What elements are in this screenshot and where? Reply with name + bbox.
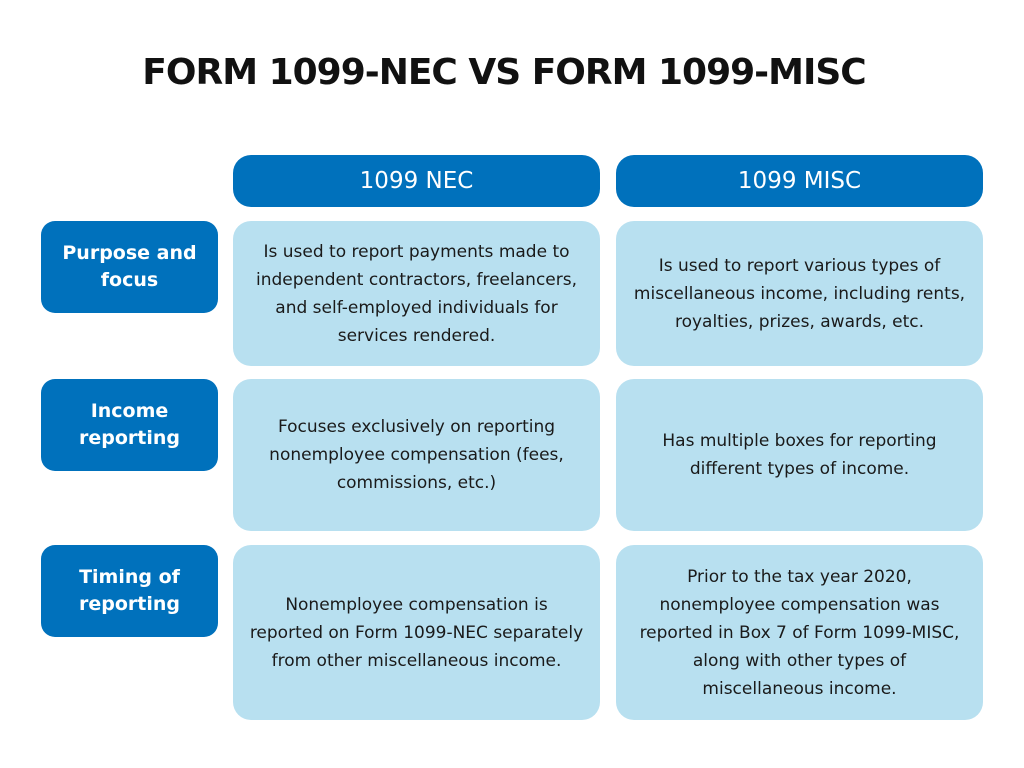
cell-nec-purpose: Is used to report payments made to indep…	[233, 221, 600, 366]
row-label-income-reporting: Income reporting	[41, 379, 218, 471]
cell-misc-timing: Prior to the tax year 2020, nonemployee …	[616, 545, 983, 720]
column-header-1099-misc: 1099 MISC	[616, 155, 983, 207]
page-title: FORM 1099-NEC VS FORM 1099-MISC	[142, 52, 866, 93]
row-label-timing-of-reporting: Timing of reporting	[41, 545, 218, 637]
cell-nec-income-reporting: Focuses exclusively on reporting nonempl…	[233, 379, 600, 531]
column-header-1099-nec: 1099 NEC	[233, 155, 600, 207]
cell-nec-timing: Nonemployee compensation is reported on …	[233, 545, 600, 720]
cell-misc-purpose: Is used to report various types of misce…	[616, 221, 983, 366]
row-label-purpose-and-focus: Purpose and focus	[41, 221, 218, 313]
cell-misc-income-reporting: Has multiple boxes for reporting differe…	[616, 379, 983, 531]
